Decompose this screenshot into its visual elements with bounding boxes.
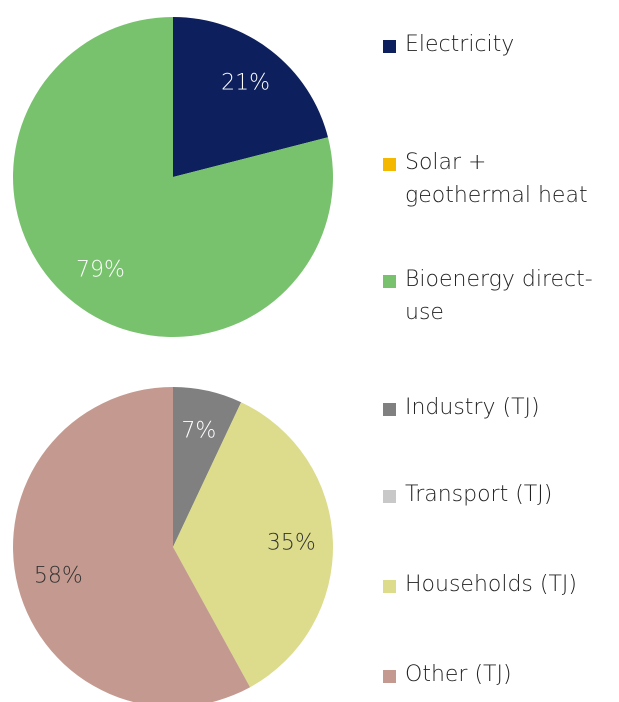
slice-label: 21% bbox=[221, 70, 270, 95]
pie-slice bbox=[173, 402, 333, 688]
pie-slice bbox=[12, 17, 333, 337]
legend-label: Other (TJ) bbox=[405, 662, 512, 687]
pie-slice bbox=[173, 387, 242, 547]
legend-item: Electricity bbox=[383, 28, 613, 61]
legend-item: Industry (TJ) bbox=[383, 391, 613, 424]
legend-item: Bioenergy direct-use bbox=[383, 263, 613, 329]
legend-swatch bbox=[383, 275, 396, 288]
legend-item: Households (TJ) bbox=[383, 568, 613, 601]
legend-label: Bioenergy direct-use bbox=[405, 267, 593, 325]
legend-swatch bbox=[383, 670, 396, 683]
legend-label: Electricity bbox=[405, 32, 515, 57]
legend-item: Solar + geothermal heat bbox=[383, 146, 613, 212]
legend-label: Industry (TJ) bbox=[405, 395, 540, 420]
slice-label: 7% bbox=[181, 418, 216, 443]
legend-swatch bbox=[383, 580, 396, 593]
pie-slice bbox=[173, 17, 328, 177]
legend-label: Transport (TJ) bbox=[405, 482, 553, 507]
pie-slice bbox=[13, 387, 251, 702]
legend-label: Households (TJ) bbox=[405, 572, 577, 597]
legend-swatch bbox=[383, 490, 396, 503]
legend-label: Solar + geothermal heat bbox=[405, 150, 588, 208]
legend-swatch bbox=[383, 40, 396, 53]
slice-label: 35% bbox=[267, 530, 316, 555]
legend-swatch bbox=[383, 403, 396, 416]
slice-label: 79% bbox=[76, 258, 125, 283]
slice-label: 58% bbox=[34, 563, 83, 588]
legend-swatch bbox=[383, 158, 396, 171]
legend-item: Other (TJ) bbox=[383, 658, 613, 691]
legend-item: Transport (TJ) bbox=[383, 478, 613, 511]
